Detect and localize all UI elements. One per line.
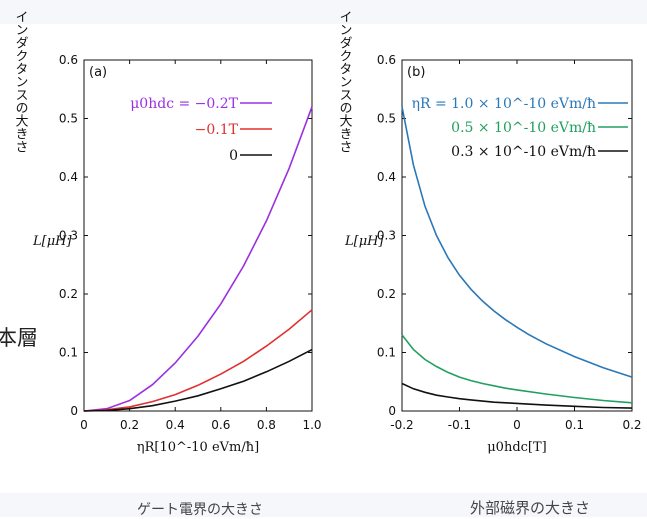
panel-b-xtick-label: -0.1: [448, 418, 471, 432]
panel-a-ytick-label: 0.1: [59, 346, 78, 360]
panel-a-ytick-label: 0.4: [59, 170, 78, 184]
panel-b-legend-label-2: 0.3 × 10^-10 eVm/ħ: [451, 144, 596, 160]
panel-a-xtick-label: 0.4: [166, 418, 185, 432]
panel-a-legend-label-0: μ0hdc = −0.2T: [130, 96, 238, 112]
panel-b-legend-label-0: ηR = 1.0 × 10^-10 eVm/ħ: [412, 96, 596, 112]
panel-b-ytick-label: 0.1: [377, 346, 396, 360]
panel-a-xlabel: ηR[10^-10 eVm/ħ]: [137, 440, 259, 455]
panel-b-ytick-label: 0: [388, 404, 396, 418]
panel-b-xlabel: μ0hdc[T]: [487, 440, 547, 455]
panel-a-xtick-label: 1.0: [302, 418, 321, 432]
panel-b-xtick-label: 0.2: [622, 418, 641, 432]
panel-b-series-line-0: [401, 106, 633, 378]
caption-magnetic-field: 外部磁界の大きさ: [469, 499, 590, 517]
panel-a-legend-label-2: 0: [229, 148, 238, 164]
panel-b-legend-label-1: 0.5 × 10^-10 eVm/ħ: [451, 120, 596, 136]
panel-a-ytick-label: 0.2: [59, 287, 78, 301]
panel-b-series-line-2: [401, 382, 633, 409]
panel-a-ytick-label: 0.3: [59, 229, 78, 243]
panel-b-ytick-label: 0.3: [377, 229, 396, 243]
panel-a-xtick-label: 0: [80, 418, 88, 432]
panel-b-xtick-label: 0.1: [565, 418, 584, 432]
panel-a-xtick-label: 0.8: [257, 418, 276, 432]
panel-a-ytick-label: 0.6: [59, 53, 78, 67]
panel-a-series-line-0: [83, 106, 313, 412]
panel-b-tag: (b): [407, 65, 425, 80]
caption-gate-field: ゲート電界の大きさ: [137, 502, 263, 518]
panel-a-ytick-label: 0: [70, 404, 78, 418]
panel-b-series-line-1: [401, 334, 633, 404]
panel-a-ylabel: L[μH]: [32, 234, 72, 249]
bottom-band: [0, 493, 647, 517]
panel-a-ylabel-jp: インダクタンスの大きさ: [13, 10, 29, 153]
panel-b-xtick-label: -0.2: [390, 418, 413, 432]
panel-a-legend-label-1: −0.1T: [195, 122, 239, 138]
panel-a-xtick-label: 0.2: [120, 418, 139, 432]
panel-b-ytick-label: 0.6: [377, 53, 396, 67]
sidebar-text-fragment: 本層: [0, 326, 38, 350]
panel-a-frame: [83, 59, 313, 412]
panel-a-series-line-1: [83, 309, 313, 412]
panel-b-ytick-label: 0.5: [377, 112, 396, 126]
panel-a-tag: (a): [89, 65, 107, 80]
panel-b-ylabel: L[μH]: [344, 234, 384, 249]
panel-a-ytick-label: 0.5: [59, 112, 78, 126]
panel-b-ylabel-jp: インダクタンスの大きさ: [337, 10, 353, 153]
panel-a-series-line-2: [83, 348, 313, 412]
panel-a-xtick-label: 0.6: [211, 418, 230, 432]
panel-b-ytick-label: 0.4: [377, 170, 396, 184]
top-band: [0, 0, 647, 24]
panel-b-ytick-label: 0.2: [377, 287, 396, 301]
panel-b-xtick-label: 0: [513, 418, 521, 432]
